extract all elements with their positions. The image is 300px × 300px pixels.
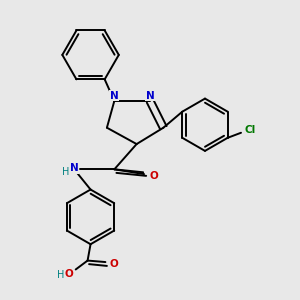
Text: O: O bbox=[64, 269, 73, 279]
Text: N: N bbox=[70, 164, 79, 173]
Text: Cl: Cl bbox=[244, 125, 256, 135]
Text: N: N bbox=[146, 91, 154, 100]
Text: H: H bbox=[62, 167, 70, 177]
Text: N: N bbox=[110, 91, 119, 100]
Text: H: H bbox=[57, 270, 64, 280]
Text: O: O bbox=[110, 259, 119, 269]
Text: O: O bbox=[149, 171, 158, 181]
